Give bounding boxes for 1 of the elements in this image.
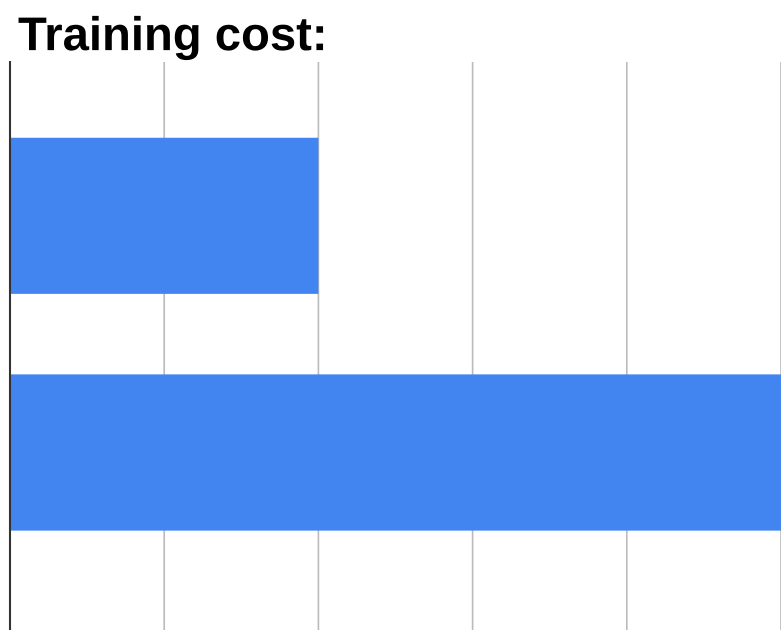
chart-title: Training cost: — [18, 16, 324, 60]
